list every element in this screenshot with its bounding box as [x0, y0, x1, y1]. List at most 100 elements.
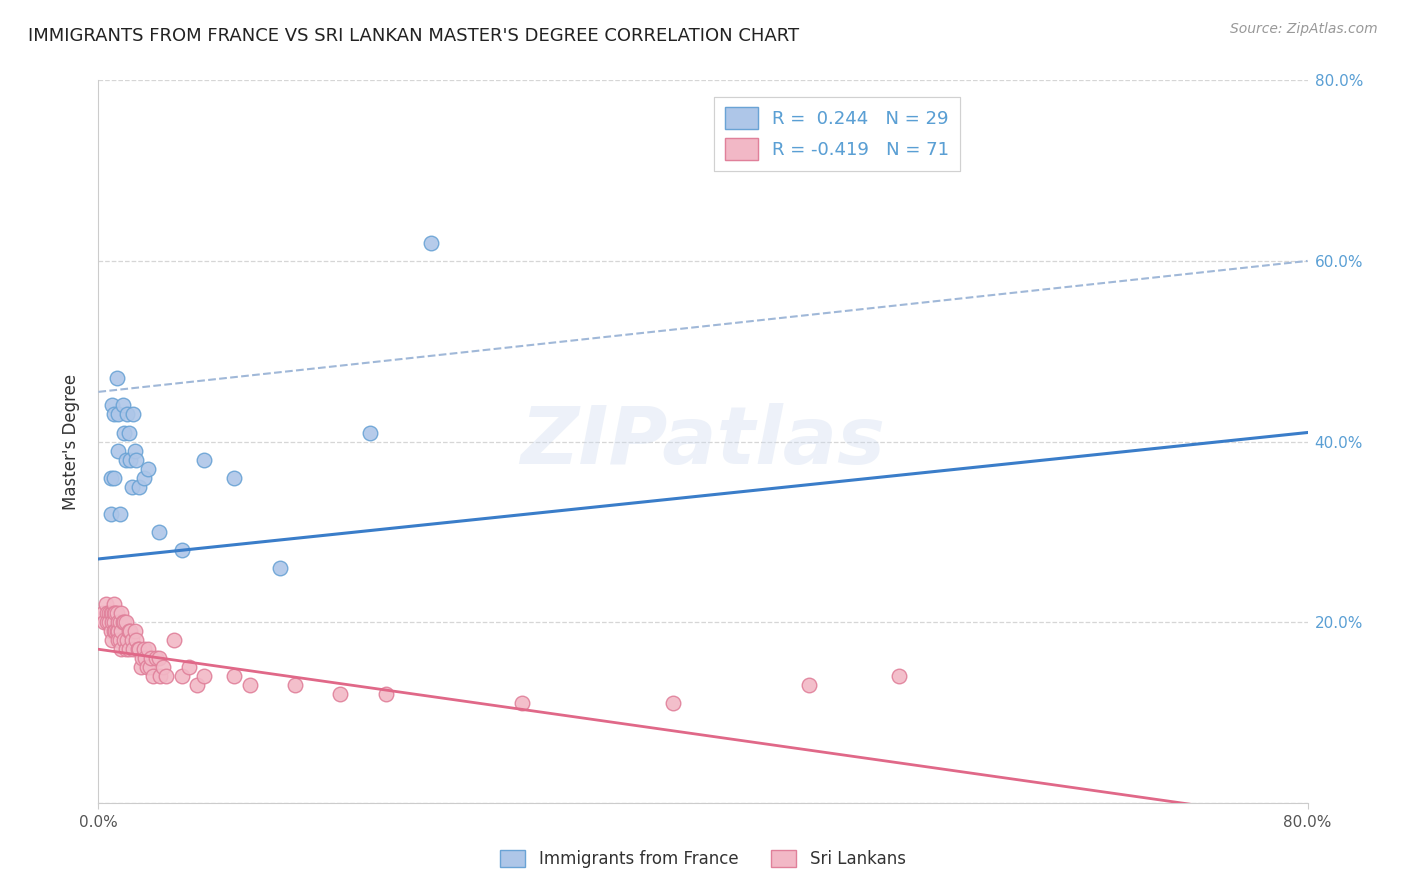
Point: [149, 669, 172, 683]
Point: [112, 615, 135, 630]
Point: [131, 651, 153, 665]
Point: [239, 678, 262, 692]
Point: [118, 642, 141, 657]
Point: [139, 660, 162, 674]
Point: [125, 633, 148, 648]
Point: [224, 669, 246, 683]
Point: [115, 408, 138, 422]
Point: [103, 597, 125, 611]
Point: [420, 235, 443, 250]
Point: [103, 624, 125, 639]
Point: [110, 642, 132, 657]
Text: IMMIGRANTS FROM FRANCE VS SRI LANKAN MASTER'S DEGREE CORRELATION CHART: IMMIGRANTS FROM FRANCE VS SRI LANKAN MAS…: [28, 27, 799, 45]
Point: [98, 606, 121, 620]
Point: [132, 471, 155, 485]
Point: [186, 678, 208, 692]
Point: [145, 651, 167, 665]
Point: [103, 408, 125, 422]
Point: [170, 669, 193, 683]
Point: [661, 697, 683, 711]
Point: [103, 606, 125, 620]
Point: [108, 507, 131, 521]
Point: [110, 606, 132, 620]
Point: [107, 443, 129, 458]
Legend: R =  0.244   N = 29, R = -0.419   N = 71: R = 0.244 N = 29, R = -0.419 N = 71: [714, 96, 960, 171]
Point: [101, 615, 124, 630]
Legend: Immigrants from France, Sri Lankans: Immigrants from France, Sri Lankans: [494, 843, 912, 875]
Point: [127, 642, 149, 657]
Point: [136, 461, 159, 475]
Point: [142, 669, 165, 683]
Point: [107, 615, 129, 630]
Point: [124, 443, 146, 458]
Point: [128, 642, 150, 657]
Point: [96, 606, 118, 620]
Point: [510, 697, 533, 711]
Point: [141, 651, 163, 665]
Point: [120, 624, 142, 639]
Point: [111, 615, 134, 630]
Point: [105, 606, 128, 620]
Point: [115, 633, 138, 648]
Point: [114, 642, 136, 657]
Point: [118, 624, 141, 639]
Point: [122, 642, 145, 657]
Point: [104, 624, 127, 639]
Point: [91, 606, 114, 620]
Point: [121, 633, 143, 648]
Point: [118, 425, 141, 440]
Point: [108, 633, 131, 648]
Point: [96, 615, 118, 630]
Point: [112, 633, 135, 648]
Point: [100, 624, 122, 639]
Point: [112, 425, 135, 440]
Point: [224, 471, 246, 485]
Point: [128, 480, 150, 494]
Point: [155, 669, 177, 683]
Point: [100, 507, 122, 521]
Point: [193, 452, 215, 467]
Point: [98, 615, 121, 630]
Point: [93, 615, 115, 630]
Point: [101, 633, 124, 648]
Point: [114, 452, 136, 467]
Y-axis label: Master's Degree: Master's Degree: [62, 374, 80, 509]
Text: ZIPatlas: ZIPatlas: [520, 402, 886, 481]
Point: [121, 480, 143, 494]
Point: [107, 408, 129, 422]
Point: [124, 624, 146, 639]
Point: [103, 471, 125, 485]
Point: [100, 606, 122, 620]
Point: [100, 471, 122, 485]
Point: [129, 660, 152, 674]
Point: [136, 642, 159, 657]
Point: [110, 624, 132, 639]
Point: [101, 606, 124, 620]
Point: [284, 678, 307, 692]
Point: [120, 452, 142, 467]
Point: [114, 615, 136, 630]
Point: [163, 633, 186, 648]
Point: [107, 624, 129, 639]
Point: [105, 624, 128, 639]
Point: [103, 615, 125, 630]
Point: [170, 542, 193, 557]
Point: [132, 642, 155, 657]
Point: [374, 687, 396, 701]
Text: Source: ZipAtlas.com: Source: ZipAtlas.com: [1230, 22, 1378, 37]
Point: [269, 561, 291, 575]
Point: [329, 687, 352, 701]
Point: [148, 651, 170, 665]
Point: [193, 669, 215, 683]
Point: [94, 597, 117, 611]
Point: [105, 371, 128, 385]
Point: [889, 669, 911, 683]
Point: [135, 660, 157, 674]
Point: [101, 398, 124, 412]
Point: [104, 606, 127, 620]
Point: [108, 615, 131, 630]
Point: [111, 398, 134, 412]
Point: [107, 633, 129, 648]
Point: [179, 660, 201, 674]
Point: [122, 408, 145, 422]
